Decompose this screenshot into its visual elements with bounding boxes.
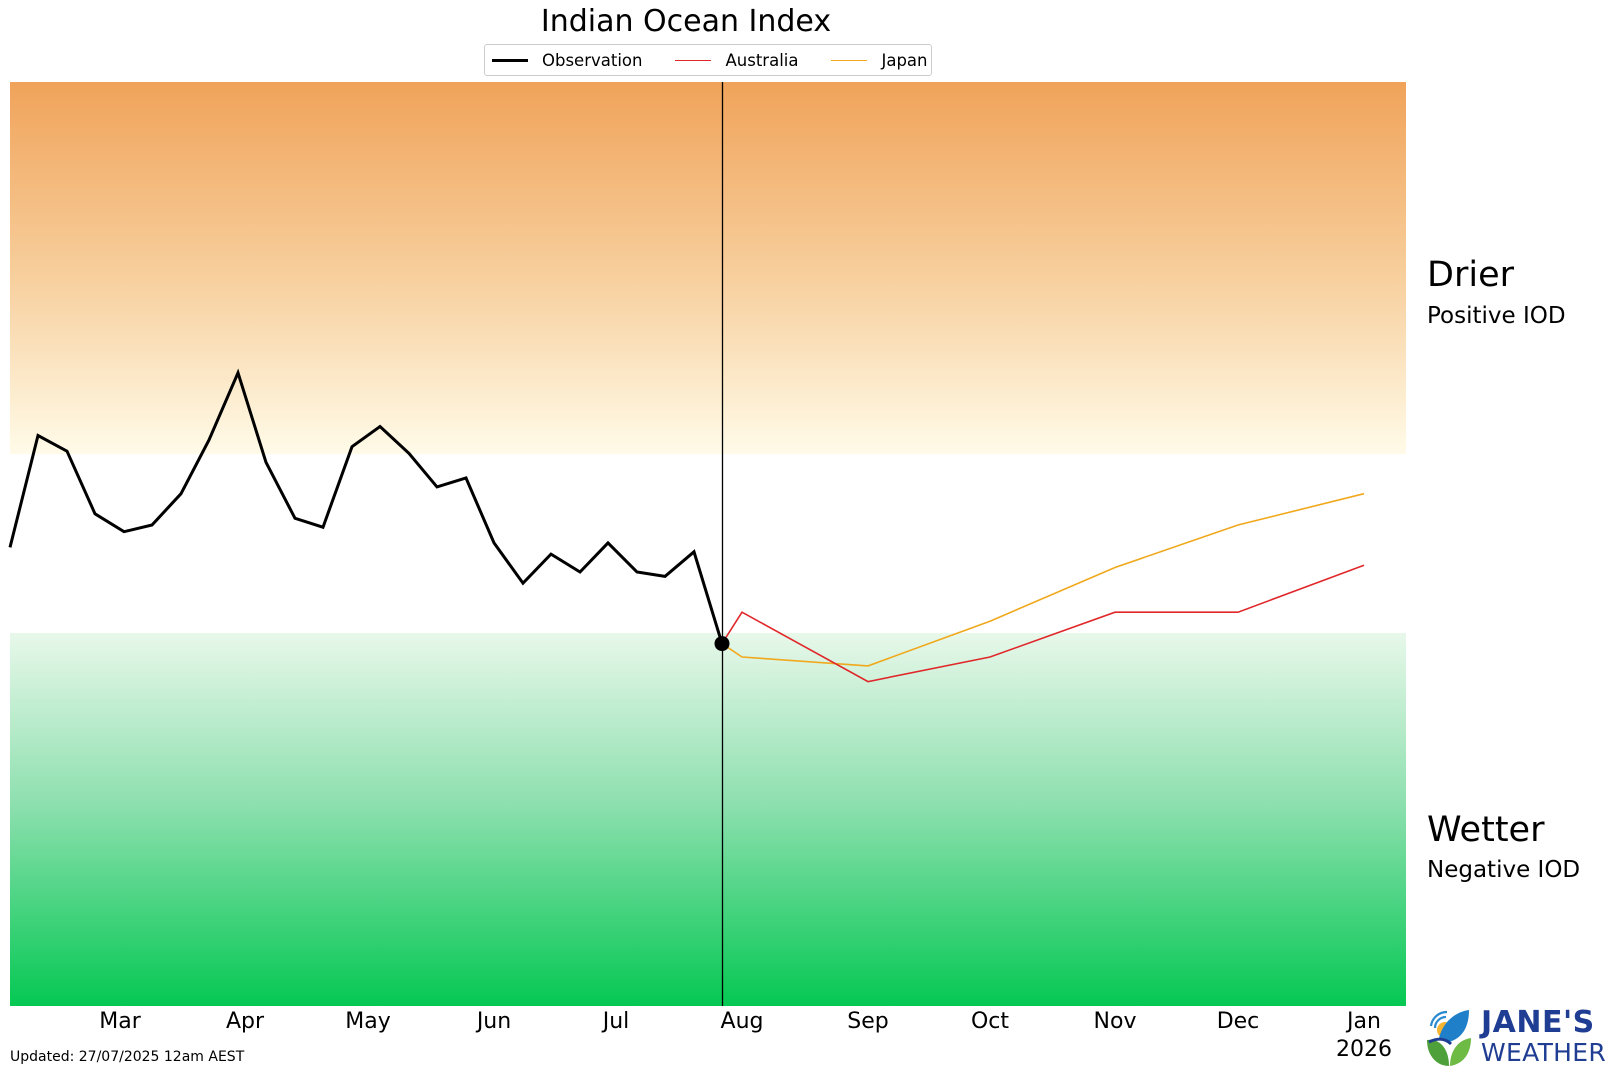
x-tick-sep: Sep	[847, 1009, 889, 1034]
negative-iod-band	[10, 633, 1406, 1006]
x-tick-dec: Dec	[1216, 1009, 1260, 1034]
drier-label: Drier	[1427, 255, 1514, 295]
japan-line-swatch-icon	[831, 59, 868, 61]
x-tick-apr: Apr	[225, 1009, 265, 1034]
negative-iod-label: Negative IOD	[1427, 857, 1581, 883]
legend-item-observation: Observation	[492, 51, 642, 70]
legend-item-japan: Japan	[831, 50, 928, 70]
chart-title: Indian Ocean Index	[540, 4, 832, 39]
x-tick-aug: Aug	[720, 1009, 764, 1034]
x-tick-may: May	[345, 1009, 391, 1034]
chart-legend: Observation Australia Japan	[484, 44, 932, 76]
australia-line-swatch-icon	[675, 59, 712, 61]
japan-forecast-line	[721, 492, 1365, 667]
x-tick-jan: Jan 2026	[1336, 1009, 1392, 1062]
observation-line-swatch-icon	[492, 58, 528, 62]
legend-item-australia: Australia	[675, 51, 798, 70]
janes-weather-logo-icon	[1427, 1010, 1471, 1066]
latest-observation-marker	[714, 636, 730, 652]
legend-label-japan: Japan	[881, 50, 928, 70]
wetter-label: Wetter	[1427, 810, 1545, 850]
x-tick-nov: Nov	[1093, 1009, 1137, 1034]
positive-iod-label: Positive IOD	[1427, 303, 1566, 329]
updated-timestamp: Updated: 27/07/2025 12am AEST	[10, 1049, 245, 1065]
x-tick-jun: Jun	[476, 1009, 512, 1034]
x-tick-oct: Oct	[970, 1009, 1010, 1034]
x-tick-year: 2026	[1336, 1037, 1392, 1062]
legend-label-australia: Australia	[725, 50, 799, 70]
logo-brand-line1: JANE'S	[1481, 1005, 1595, 1040]
positive-iod-band	[10, 82, 1406, 454]
neutral-band	[10, 454, 1406, 633]
logo-brand-line2: WEATHER	[1481, 1038, 1607, 1067]
x-tick-jul: Jul	[602, 1009, 630, 1034]
x-tick-mar: Mar	[99, 1009, 141, 1034]
australia-forecast-line	[721, 564, 1365, 683]
observation-line	[8, 368, 724, 645]
legend-label-observation: Observation	[542, 50, 643, 70]
janes-weather-logo: JANE'S WEATHER	[1423, 1005, 1613, 1069]
